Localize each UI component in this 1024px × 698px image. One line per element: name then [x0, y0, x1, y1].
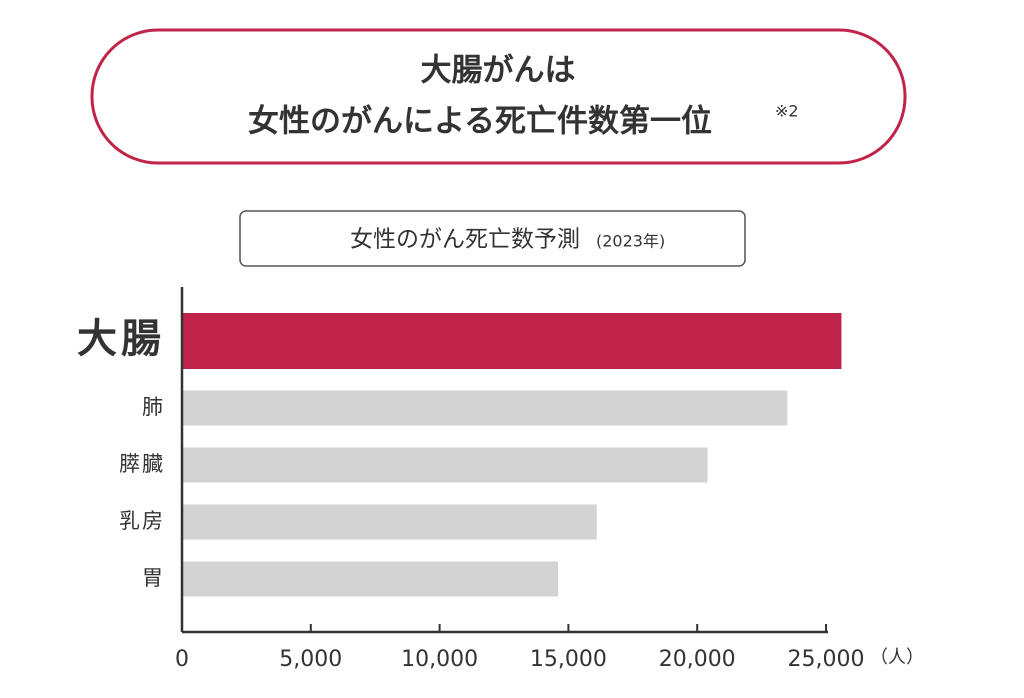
x-tick-label: 5,000 [279, 647, 342, 672]
x-unit: （人） [870, 647, 924, 668]
subtitle-note: (2023年) [596, 232, 665, 251]
bar [182, 504, 597, 540]
x-tick-label: 10,000 [401, 647, 478, 672]
title-frame [90, 28, 907, 165]
category-label: 膵臓 [119, 452, 165, 476]
category-label: 大腸 [77, 316, 165, 362]
chart-title: 大腸がんは [421, 53, 576, 89]
bar [182, 313, 842, 369]
subtitle: 女性のがん死亡数予測 [350, 227, 580, 253]
category-label: 胃 [142, 566, 165, 590]
x-tick-label: 25,000 [788, 647, 865, 672]
bar [182, 561, 559, 597]
x-tick-label: 20,000 [659, 647, 736, 672]
bar [182, 390, 788, 426]
x-tick-label: 15,000 [530, 647, 607, 672]
category-label: 乳房 [119, 509, 165, 533]
subtitle-frame [239, 210, 746, 267]
chart-title: 女性のがんによる死亡件数第一位 [248, 104, 712, 140]
category-label: 肺 [142, 395, 165, 419]
x-tick-label: 0 [175, 647, 189, 672]
bar [182, 447, 708, 483]
title-note: ※2 [775, 102, 799, 121]
